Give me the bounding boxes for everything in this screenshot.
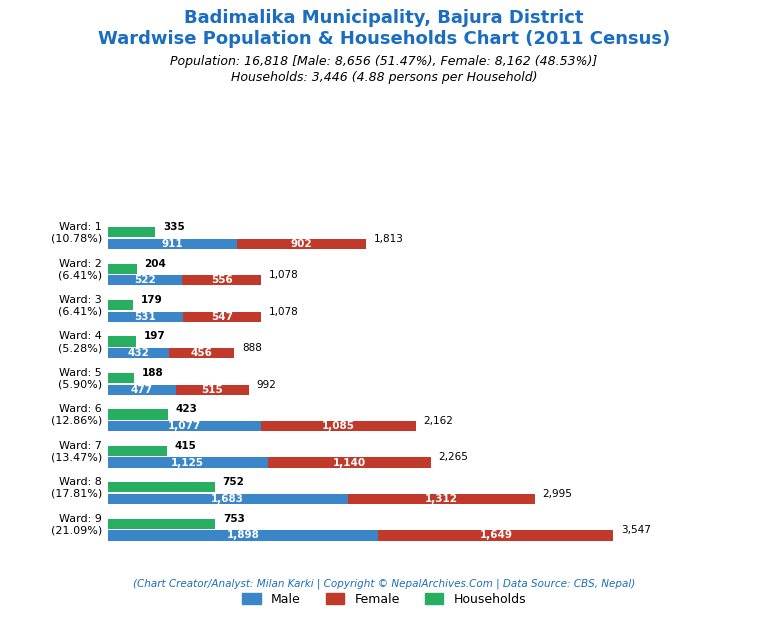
Text: (Chart Creator/Analyst: Milan Karki | Copyright © NepalArchives.Com | Data Sourc: (Chart Creator/Analyst: Milan Karki | Co…: [133, 578, 635, 589]
Bar: [108, 239, 237, 249]
Text: 522: 522: [134, 275, 156, 285]
Text: 753: 753: [223, 514, 245, 524]
Bar: [108, 264, 137, 273]
Text: 432: 432: [127, 348, 149, 358]
Text: 911: 911: [162, 239, 184, 249]
Text: 888: 888: [242, 343, 262, 353]
Bar: [108, 227, 155, 237]
Bar: [184, 312, 261, 322]
Bar: [348, 494, 535, 504]
Bar: [108, 530, 378, 541]
Text: 1,085: 1,085: [322, 421, 355, 431]
Bar: [108, 457, 268, 468]
Bar: [378, 530, 614, 541]
Bar: [268, 457, 431, 468]
Text: 1,683: 1,683: [211, 494, 244, 504]
Text: 204: 204: [144, 259, 167, 269]
Text: 2,162: 2,162: [424, 416, 454, 426]
Text: 2,265: 2,265: [439, 452, 468, 462]
Text: Population: 16,818 [Male: 8,656 (51.47%), Female: 8,162 (48.53%)]: Population: 16,818 [Male: 8,656 (51.47%)…: [170, 55, 598, 68]
Bar: [237, 239, 366, 249]
Text: 531: 531: [134, 312, 156, 321]
Bar: [108, 348, 169, 358]
Bar: [261, 421, 416, 431]
Text: 1,649: 1,649: [479, 530, 512, 541]
Text: 1,078: 1,078: [269, 307, 299, 316]
Text: 752: 752: [223, 477, 244, 487]
Text: Households: 3,446 (4.88 persons per Household): Households: 3,446 (4.88 persons per Hous…: [230, 71, 538, 84]
Bar: [108, 373, 134, 383]
Text: 547: 547: [211, 312, 233, 321]
Text: 415: 415: [174, 441, 197, 451]
Text: 456: 456: [190, 348, 213, 358]
Bar: [108, 275, 182, 285]
Text: 1,125: 1,125: [171, 457, 204, 468]
Bar: [108, 519, 215, 529]
Bar: [108, 494, 348, 504]
Text: Badimalika Municipality, Bajura District: Badimalika Municipality, Bajura District: [184, 9, 584, 27]
Bar: [108, 421, 261, 431]
Bar: [108, 336, 136, 346]
Text: 1,898: 1,898: [227, 530, 260, 541]
Bar: [176, 384, 249, 395]
Text: 556: 556: [210, 275, 233, 285]
Bar: [182, 275, 261, 285]
Text: Wardwise Population & Households Chart (2011 Census): Wardwise Population & Households Chart (…: [98, 30, 670, 48]
Bar: [169, 348, 234, 358]
Text: 1,813: 1,813: [374, 234, 404, 244]
Text: 179: 179: [141, 295, 163, 305]
Bar: [108, 409, 168, 419]
Text: 188: 188: [142, 368, 164, 378]
Bar: [108, 446, 167, 456]
Text: 423: 423: [176, 404, 197, 414]
Text: 902: 902: [291, 239, 313, 249]
Bar: [108, 300, 133, 310]
Text: 3,547: 3,547: [621, 525, 651, 535]
Bar: [108, 312, 184, 322]
Text: 992: 992: [257, 379, 276, 389]
Text: 515: 515: [201, 384, 223, 395]
Bar: [108, 482, 215, 492]
Text: 2,995: 2,995: [542, 489, 572, 499]
Text: 197: 197: [144, 331, 165, 341]
Text: 1,312: 1,312: [425, 494, 458, 504]
Legend: Male, Female, Households: Male, Female, Households: [237, 587, 531, 611]
Text: 335: 335: [163, 222, 185, 232]
Bar: [108, 384, 176, 395]
Text: 1,077: 1,077: [167, 421, 201, 431]
Text: 477: 477: [131, 384, 153, 395]
Text: 1,140: 1,140: [333, 457, 366, 468]
Text: 1,078: 1,078: [269, 270, 299, 280]
